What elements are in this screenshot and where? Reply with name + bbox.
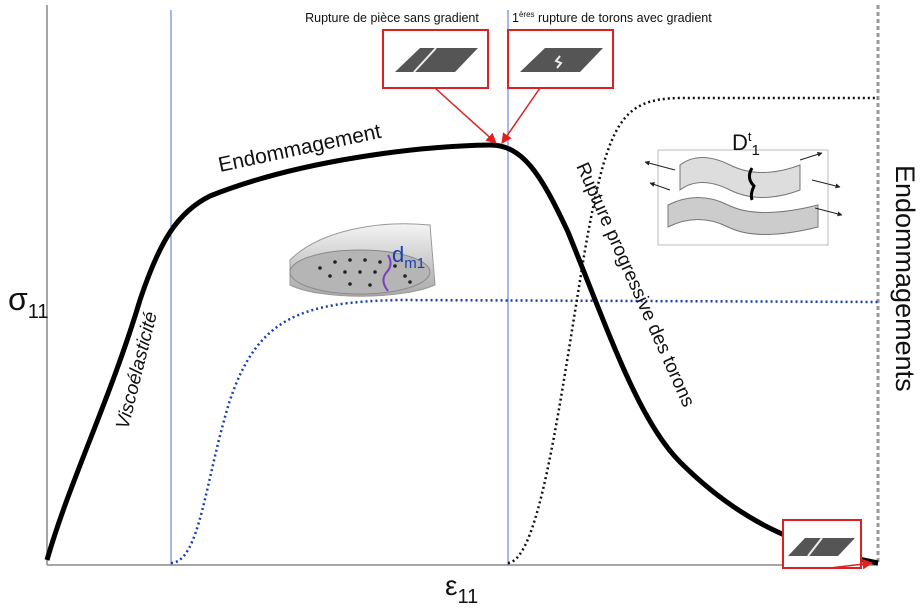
crack	[413, 47, 437, 73]
annotation: Rupture de pièce sans gradient	[305, 11, 479, 25]
yarn-damage-curve	[507, 96, 878, 565]
axis-sub: 11	[457, 586, 478, 608]
matrix-crack	[382, 254, 392, 292]
right-axis-label: Endommagements	[890, 165, 920, 392]
y-axis-label: σ11	[8, 281, 49, 323]
phase-label: Viscoélasticité	[112, 310, 161, 432]
fiber-dots	[318, 258, 412, 287]
axis-base: ε	[445, 570, 457, 601]
var-sub: 1	[752, 142, 760, 159]
damage-variable: Dt1	[732, 129, 760, 159]
matrix-damage-curve	[170, 298, 879, 565]
annotation-text: 1	[512, 11, 519, 25]
annotation-text: rupture de torons avec gradient	[535, 11, 713, 25]
yarn-illustration	[644, 149, 843, 246]
var-sub: m1	[404, 255, 425, 272]
crack	[807, 537, 823, 557]
stress-strain-curve	[44, 142, 879, 566]
axis-sub: 11	[28, 301, 49, 323]
var-base: D	[732, 130, 748, 155]
specimen	[520, 48, 603, 72]
var-base: d	[392, 242, 404, 267]
annotation: 1ères rupture de torons avec gradient	[512, 10, 712, 25]
arrow	[434, 87, 497, 144]
arrow	[501, 87, 541, 144]
specimen	[395, 48, 478, 72]
x-axis-label: ε11	[445, 570, 478, 608]
damage-variable: dm1	[392, 242, 425, 272]
var-sup: t	[748, 129, 752, 144]
annotation-sup: ères	[519, 10, 535, 19]
specimen	[788, 538, 855, 556]
crack	[554, 55, 563, 69]
axis-base: σ	[8, 281, 28, 317]
arrow	[829, 558, 874, 570]
